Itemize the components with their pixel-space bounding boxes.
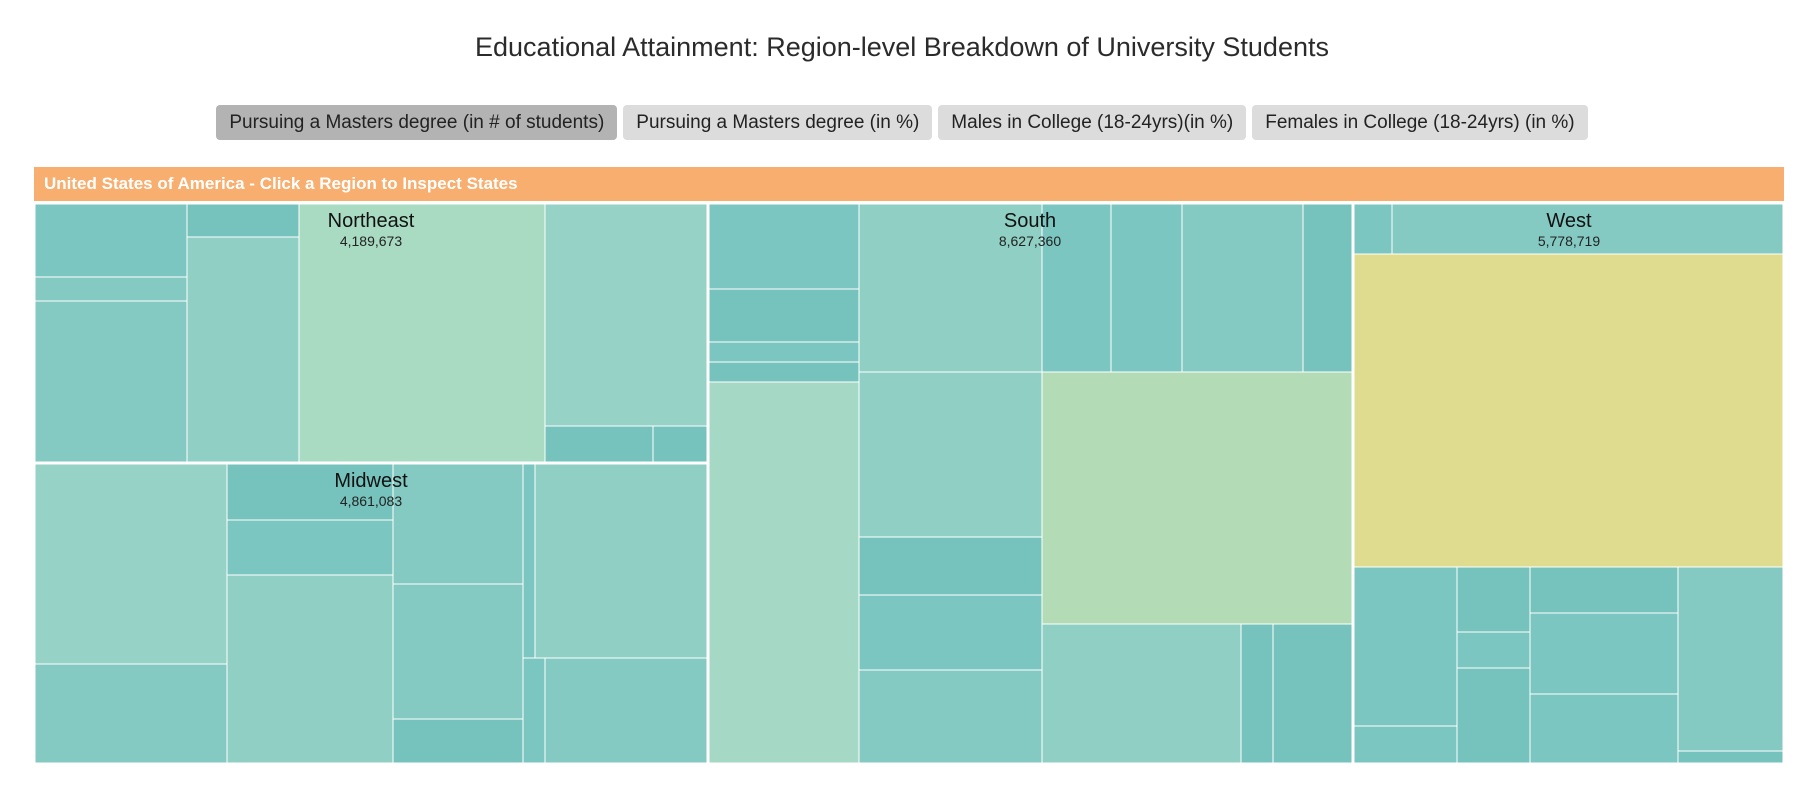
- state-tile[interactable]: [1529, 693, 1679, 765]
- state-tile[interactable]: [1302, 202, 1354, 373]
- state-tile[interactable]: [1677, 750, 1785, 765]
- state-tile[interactable]: [392, 718, 524, 765]
- state-tile[interactable]: [1041, 623, 1242, 765]
- state-tile[interactable]: [1352, 202, 1393, 255]
- state-tile[interactable]: [1456, 631, 1531, 669]
- state-tile[interactable]: [33, 300, 188, 464]
- state-tile[interactable]: [858, 202, 1043, 373]
- state-tile[interactable]: [226, 519, 394, 576]
- region-label-midwest: Midwest: [334, 470, 408, 492]
- region-border-west: [1351, 201, 1786, 766]
- state-tile[interactable]: [1456, 566, 1531, 633]
- region-label-west: West: [1546, 210, 1592, 232]
- metric-button-bar: Pursuing a Masters degree (in # of stude…: [0, 105, 1804, 140]
- state-tile[interactable]: [522, 462, 536, 659]
- state-tile[interactable]: [1529, 612, 1679, 695]
- masters-count-button[interactable]: Pursuing a Masters degree (in # of stude…: [216, 105, 618, 140]
- state-tile[interactable]: [298, 202, 546, 464]
- state-tile[interactable]: [707, 381, 860, 765]
- state-tile[interactable]: [1041, 371, 1354, 625]
- chart-title: Educational Attainment: Region-level Bre…: [475, 32, 1329, 62]
- state-tile[interactable]: [534, 462, 709, 659]
- state-tile[interactable]: [652, 425, 709, 464]
- state-tile[interactable]: [1352, 253, 1785, 568]
- state-tile[interactable]: [1041, 202, 1112, 373]
- state-tile[interactable]: [1529, 566, 1679, 614]
- state-tile[interactable]: [858, 669, 1043, 765]
- state-tile[interactable]: [1352, 725, 1458, 765]
- state-tile[interactable]: [858, 536, 1043, 596]
- state-tile[interactable]: [522, 657, 546, 765]
- state-tile[interactable]: [1272, 623, 1354, 765]
- state-tile[interactable]: [1110, 202, 1183, 373]
- breadcrumb[interactable]: United States of America - Click a Regio…: [34, 167, 1784, 201]
- region-value-south: 8,627,360: [999, 233, 1061, 249]
- state-tile[interactable]: [226, 462, 394, 521]
- state-tile[interactable]: [1352, 566, 1458, 727]
- state-tile[interactable]: [392, 462, 524, 585]
- state-tile[interactable]: [544, 425, 654, 464]
- state-tile[interactable]: [858, 371, 1043, 538]
- state-tile[interactable]: [1240, 623, 1274, 765]
- state-tile[interactable]: [1181, 202, 1304, 373]
- state-tile[interactable]: [707, 288, 860, 343]
- state-tile[interactable]: [707, 361, 860, 383]
- state-tile[interactable]: [186, 202, 300, 238]
- state-tile[interactable]: [33, 663, 228, 765]
- region-value-west: 5,778,719: [1538, 233, 1600, 249]
- state-tile[interactable]: [186, 236, 300, 464]
- region-value-northeast: 4,189,673: [340, 233, 402, 249]
- state-tile[interactable]: [33, 462, 228, 665]
- region-value-midwest: 4,861,083: [340, 493, 402, 509]
- state-tile[interactable]: [33, 276, 188, 302]
- state-tile[interactable]: [226, 574, 394, 765]
- state-tile[interactable]: [858, 594, 1043, 671]
- state-tile[interactable]: [392, 583, 524, 720]
- state-tile[interactable]: [707, 202, 860, 290]
- region-label-south: South: [1004, 210, 1056, 232]
- state-tile[interactable]: [544, 657, 709, 765]
- state-tile[interactable]: [544, 202, 709, 427]
- state-tile[interactable]: [33, 202, 188, 278]
- state-tile[interactable]: [707, 341, 860, 363]
- state-tile[interactable]: [1677, 566, 1785, 752]
- masters-percent-button[interactable]: Pursuing a Masters degree (in %): [623, 105, 933, 140]
- females-college-button[interactable]: Females in College (18-24yrs) (in %): [1252, 105, 1588, 140]
- region-label-northeast: Northeast: [328, 210, 415, 232]
- males-college-button[interactable]: Males in College (18-24yrs)(in %): [938, 105, 1247, 140]
- state-tile[interactable]: [1456, 667, 1531, 765]
